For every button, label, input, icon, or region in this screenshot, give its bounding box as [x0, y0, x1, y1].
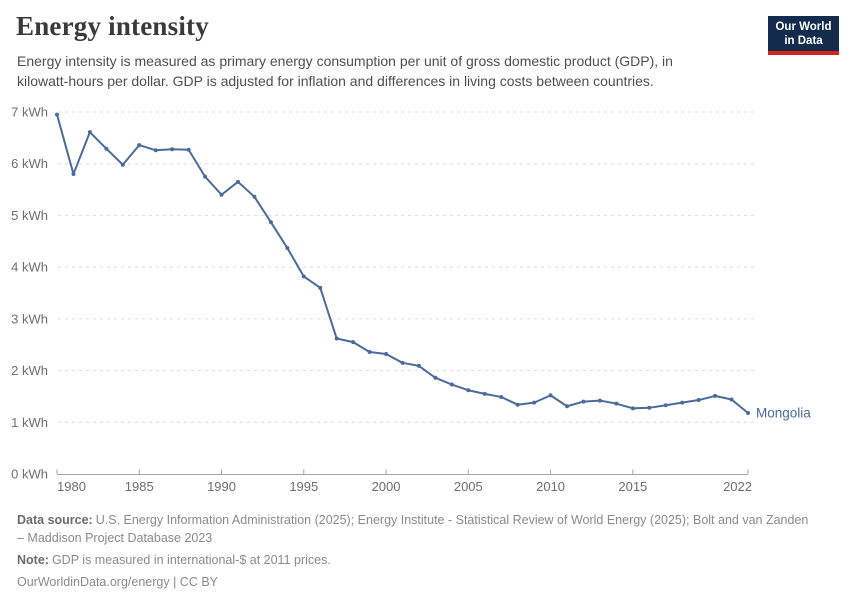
x-tick-label: 2010: [536, 479, 565, 494]
note-line: Note: GDP is measured in international-$ …: [17, 552, 809, 570]
data-point[interactable]: [565, 404, 570, 409]
y-tick-label: 2 kWh: [11, 363, 48, 378]
y-tick-label: 6 kWh: [11, 156, 48, 171]
x-tick-label: 2022: [723, 479, 752, 494]
data-point[interactable]: [449, 382, 454, 387]
data-source-line: Data source: U.S. Energy Information Admi…: [17, 512, 809, 548]
owid-logo[interactable]: Our World in Data: [768, 16, 839, 56]
data-point[interactable]: [203, 174, 208, 179]
data-point[interactable]: [71, 172, 76, 177]
data-point[interactable]: [137, 143, 142, 148]
data-point[interactable]: [630, 406, 635, 411]
license-link[interactable]: OurWorldinData.org/energy | CC BY: [17, 575, 219, 590]
data-point[interactable]: [87, 130, 92, 135]
page-title: Energy intensity: [16, 11, 209, 41]
data-point[interactable]: [219, 192, 224, 197]
data-point[interactable]: [614, 401, 619, 406]
owid-logo-line2: in Data: [784, 35, 823, 48]
chart-footer: Data source: U.S. Energy Information Admi…: [17, 512, 809, 592]
data-point[interactable]: [647, 405, 652, 410]
data-point[interactable]: [104, 146, 109, 151]
data-source-label: Data source:: [17, 513, 93, 527]
y-tick-label: 4 kWh: [11, 260, 48, 275]
data-point[interactable]: [482, 391, 487, 396]
plot-area[interactable]: [57, 102, 757, 474]
chart-subtitle: Energy intensity is measured as primary …: [17, 53, 673, 90]
note-text: GDP is measured in international-$ at 20…: [51, 552, 331, 567]
x-tick-label: 1995: [289, 479, 318, 494]
data-point[interactable]: [400, 360, 405, 365]
data-point[interactable]: [367, 349, 372, 354]
x-tick-label: 1985: [125, 479, 154, 494]
data-point[interactable]: [301, 274, 306, 279]
data-point[interactable]: [235, 179, 240, 184]
y-tick-label: 7 kWh: [11, 105, 48, 120]
data-point[interactable]: [499, 394, 504, 399]
data-point[interactable]: [318, 285, 323, 290]
data-point[interactable]: [680, 400, 685, 405]
data-point[interactable]: [746, 410, 750, 415]
data-point[interactable]: [663, 403, 668, 408]
data-point[interactable]: [597, 398, 602, 403]
data-point[interactable]: [548, 393, 553, 398]
data-point[interactable]: [416, 363, 421, 368]
data-point[interactable]: [532, 400, 537, 405]
data-point[interactable]: [55, 112, 59, 117]
y-tick-label: 1 kWh: [11, 415, 48, 430]
data-point[interactable]: [713, 393, 718, 398]
data-source-text: U.S. Energy Information Administration (…: [17, 513, 809, 545]
y-tick-label: 0 kWh: [11, 467, 48, 482]
y-tick-label: 3 kWh: [11, 311, 48, 326]
owid-logo-line1: Our World: [775, 21, 832, 33]
x-tick-label: 2015: [618, 479, 647, 494]
data-point[interactable]: [384, 352, 389, 357]
data-point[interactable]: [515, 402, 520, 407]
data-point[interactable]: [696, 398, 701, 403]
data-point[interactable]: [153, 148, 158, 153]
x-tick-label: 2000: [372, 479, 401, 494]
data-point[interactable]: [120, 162, 125, 167]
series-label-mongolia[interactable]: Mongolia: [756, 405, 811, 420]
data-point[interactable]: [351, 340, 356, 345]
note-label: Note:: [17, 552, 49, 567]
data-point[interactable]: [433, 375, 438, 380]
y-tick-label: 5 kWh: [11, 208, 48, 223]
x-tick-label: 2005: [454, 479, 483, 494]
x-tick-label: 1980: [57, 479, 86, 494]
data-point[interactable]: [252, 194, 257, 199]
data-point[interactable]: [334, 336, 339, 341]
data-point[interactable]: [186, 147, 191, 152]
data-point[interactable]: [268, 220, 273, 225]
data-point[interactable]: [466, 388, 471, 393]
data-point[interactable]: [285, 246, 290, 251]
x-tick-label: 1990: [207, 479, 236, 494]
data-point[interactable]: [581, 399, 586, 404]
data-point[interactable]: [729, 397, 734, 402]
data-point[interactable]: [170, 147, 175, 152]
